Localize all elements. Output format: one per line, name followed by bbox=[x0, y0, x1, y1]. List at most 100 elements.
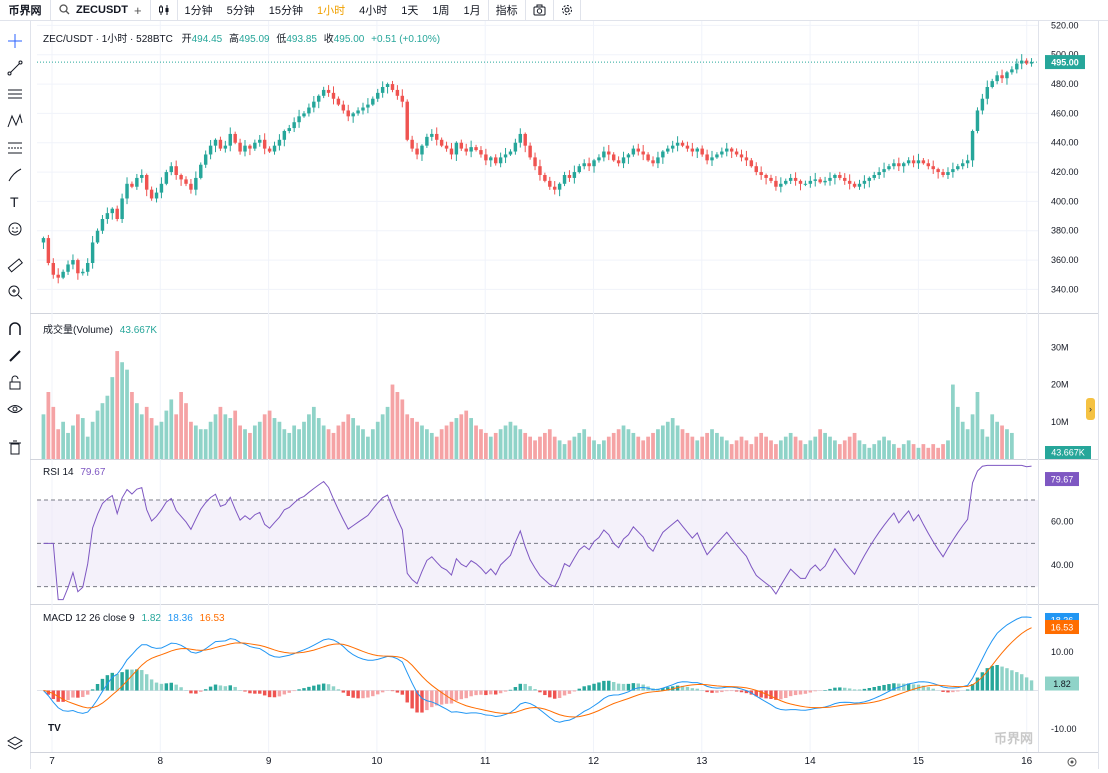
interval-4h[interactable]: 4小时 bbox=[352, 0, 394, 20]
screenshot-button[interactable] bbox=[526, 0, 553, 20]
macd-histogram-bar bbox=[1010, 670, 1013, 690]
price-tick-label: 520.00 bbox=[1051, 20, 1079, 30]
candle-body bbox=[145, 175, 148, 190]
macd-histogram-bar bbox=[381, 691, 384, 693]
volume-bar bbox=[396, 392, 400, 459]
candle-body bbox=[327, 90, 330, 93]
volume-bar bbox=[902, 444, 906, 459]
macd-histogram-bar bbox=[179, 687, 182, 690]
volume-bar bbox=[912, 444, 916, 459]
candle-body bbox=[115, 209, 118, 219]
volume-bar bbox=[622, 426, 626, 460]
close-value: 495.00 bbox=[334, 34, 365, 45]
volume-bar bbox=[405, 414, 409, 459]
trash-icon[interactable] bbox=[5, 437, 25, 457]
candle-body bbox=[396, 90, 399, 96]
interval-5m[interactable]: 5分钟 bbox=[220, 0, 262, 20]
volume-bar bbox=[223, 414, 227, 459]
site-logo[interactable]: 币界网 bbox=[0, 0, 51, 20]
volume-bar bbox=[287, 433, 291, 459]
candle-body bbox=[671, 146, 674, 149]
magnet-icon[interactable] bbox=[5, 319, 25, 339]
volume-bar bbox=[307, 414, 311, 459]
lock-icon[interactable] bbox=[5, 373, 25, 393]
macd-histogram-bar bbox=[922, 686, 925, 691]
macd-histogram-bar bbox=[66, 691, 69, 701]
volume-bar bbox=[258, 422, 262, 459]
interval-1d[interactable]: 1天 bbox=[394, 0, 425, 20]
candle-body bbox=[858, 184, 861, 187]
macd-histogram-bar bbox=[440, 691, 443, 705]
volume-bar bbox=[61, 422, 65, 459]
indicators-button[interactable]: 指标 bbox=[489, 0, 525, 20]
macd-histogram-bar bbox=[995, 665, 998, 691]
interval-1mo[interactable]: 1月 bbox=[457, 0, 488, 20]
symbol-selector[interactable]: ZECUSDT + bbox=[51, 0, 151, 20]
macd-signal-badge bbox=[1045, 620, 1079, 634]
macd-histogram-bar bbox=[809, 691, 812, 693]
interval-1w[interactable]: 1周 bbox=[425, 0, 456, 20]
volume-bar bbox=[455, 418, 459, 459]
macd-histogram-bar bbox=[671, 686, 674, 690]
candle-body bbox=[111, 209, 114, 213]
candle-body bbox=[386, 84, 389, 87]
macd-histogram-bar bbox=[1030, 680, 1033, 690]
macd-histogram-bar bbox=[548, 691, 551, 698]
candle-body bbox=[750, 160, 753, 166]
volume-bar bbox=[184, 403, 188, 459]
zoom-in-icon[interactable] bbox=[5, 282, 25, 302]
eye-icon[interactable] bbox=[5, 399, 25, 419]
layers-icon[interactable] bbox=[5, 733, 25, 753]
fib-icon[interactable] bbox=[5, 138, 25, 158]
candle-body bbox=[927, 163, 930, 166]
text-icon[interactable]: T bbox=[5, 192, 25, 212]
macd-histogram-bar bbox=[627, 684, 630, 691]
volume-bar bbox=[936, 448, 940, 459]
ruler-icon[interactable] bbox=[5, 255, 25, 275]
add-symbol-icon[interactable]: + bbox=[134, 3, 142, 18]
pattern-icon[interactable] bbox=[5, 111, 25, 131]
settings-button[interactable] bbox=[554, 0, 580, 20]
candle-body bbox=[799, 181, 802, 184]
macd-histogram-bar bbox=[125, 670, 128, 691]
axis-settings-icon[interactable] bbox=[1066, 755, 1078, 767]
candle-body bbox=[828, 178, 831, 181]
candle-body bbox=[86, 263, 89, 272]
candle-body bbox=[951, 169, 954, 172]
candle-body bbox=[194, 178, 197, 190]
macd-histogram-bar bbox=[111, 673, 114, 691]
horizontal-lines-icon[interactable] bbox=[5, 84, 25, 104]
chart-title: ZEC/USDT · 1小时 · 528BTC bbox=[43, 34, 173, 45]
candle-body bbox=[120, 198, 123, 219]
volume-bar bbox=[808, 440, 812, 459]
candle-body bbox=[563, 175, 566, 184]
candle-body bbox=[479, 150, 482, 154]
scroll-right-button[interactable]: › bbox=[1086, 398, 1095, 420]
lock-pencil-icon[interactable] bbox=[5, 346, 25, 366]
candle-body bbox=[1030, 62, 1033, 63]
chart-type-button[interactable] bbox=[151, 0, 177, 20]
candle-body bbox=[779, 184, 782, 187]
volume-bar bbox=[646, 437, 650, 459]
candle-body bbox=[597, 157, 600, 160]
volume-bar bbox=[745, 440, 749, 459]
search-icon[interactable] bbox=[59, 2, 70, 18]
interval-15m[interactable]: 15分钟 bbox=[262, 0, 310, 20]
brush-icon[interactable] bbox=[5, 165, 25, 185]
volume-bar bbox=[720, 437, 724, 459]
candle-body bbox=[204, 154, 207, 164]
volume-bar bbox=[725, 440, 729, 459]
macd-histogram-bar bbox=[863, 689, 866, 691]
volume-bar bbox=[617, 429, 621, 459]
candle-body bbox=[450, 149, 453, 155]
volume-bar bbox=[194, 426, 198, 460]
trendline-icon[interactable] bbox=[5, 58, 25, 78]
interval-1h[interactable]: 1小时 bbox=[310, 0, 352, 20]
interval-1m[interactable]: 1分钟 bbox=[178, 0, 220, 20]
crosshair-icon[interactable] bbox=[5, 31, 25, 51]
macd-histogram-bar bbox=[469, 691, 472, 697]
emoji-icon[interactable] bbox=[5, 219, 25, 239]
rsi-legend: RSI 14 79.67 bbox=[43, 467, 105, 478]
symbol-name[interactable]: ZECUSDT bbox=[76, 4, 128, 16]
